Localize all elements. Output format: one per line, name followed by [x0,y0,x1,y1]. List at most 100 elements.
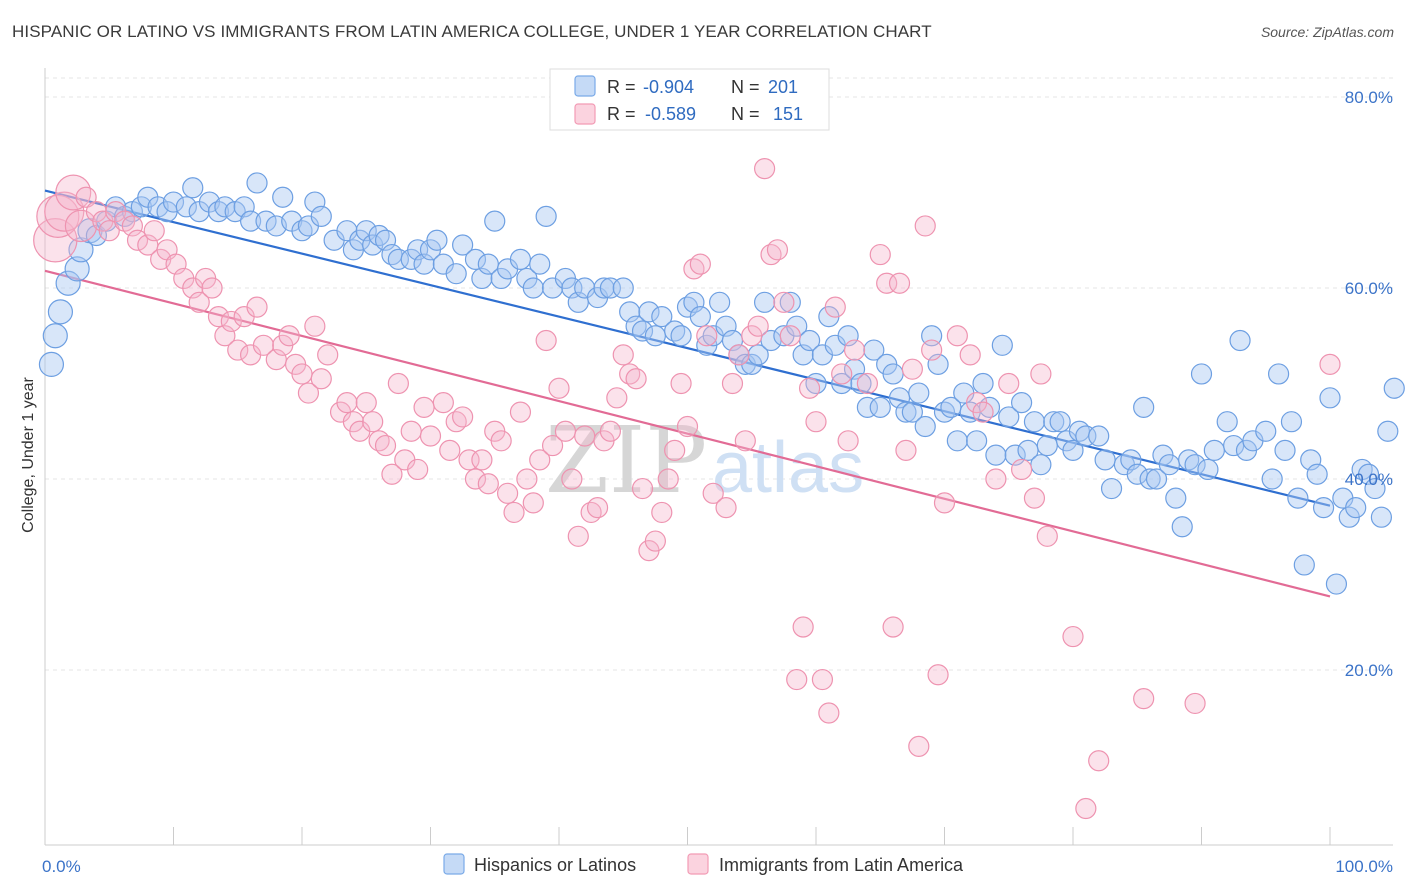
point-immigrant [644,530,666,552]
point-immigrant [98,220,120,242]
point-immigrant [831,363,853,385]
point-hispanic [1306,463,1328,485]
point-immigrant [490,430,512,452]
point-hispanic [869,396,891,418]
point-immigrant [317,344,339,366]
legend-top: R = -0.904 N = 201 R = -0.589 N = 151 [549,68,830,131]
point-hispanic [1274,439,1296,461]
point-immigrant [908,735,930,758]
point-hispanic [55,270,81,296]
point-hispanic [612,277,634,299]
point-immigrant [792,616,814,638]
point-immigrant [734,430,756,452]
point-hispanic [991,334,1013,356]
point-hispanic [64,256,90,282]
point-immigrant [773,291,795,313]
point-hispanic [240,210,262,232]
point-immigrant [419,425,442,447]
point-hispanic [901,401,923,423]
legend-top-box [549,68,830,131]
point-hispanic [998,406,1020,428]
point-immigrant [464,468,487,490]
point-hispanic [522,277,544,299]
point-immigrant [689,253,711,275]
point-immigrant [933,492,956,514]
data-points [33,158,1405,820]
point-immigrant [670,372,692,395]
point-hispanic [638,301,660,323]
point-hispanic [1267,363,1290,385]
watermark-zip: ZIP [545,407,707,514]
trend-line-hispanic [44,189,1331,507]
point-immigrant [786,668,808,691]
point-hispanic [1190,363,1213,385]
point-hispanic [670,325,692,347]
point-immigrant [972,401,994,423]
point-immigrant [1036,525,1058,547]
point-hispanic [850,372,872,395]
watermark-atlas: atlas [712,428,864,508]
point-immigrant [869,243,891,266]
point-hispanic [529,253,551,275]
point-immigrant [471,449,493,471]
point-hispanic [1023,411,1046,433]
source-label: Source: ZipAtlas.com [1260,24,1394,40]
legend-swatch-pink [574,103,596,125]
point-immigrant [374,434,397,457]
point-immigrant [201,277,223,299]
point-hispanic [1370,506,1393,528]
point-immigrant [876,272,898,294]
trend-lines [44,189,1331,598]
point-hispanic [1010,392,1033,414]
y-tick-label: 80.0% [1345,88,1393,107]
point-immigrant [535,329,557,352]
point-immigrant [121,215,143,237]
point-hispanic [509,248,532,270]
point-immigrant [554,420,577,442]
point-hispanic [1325,573,1348,595]
point-hispanic [162,191,185,213]
point-hispanic [1184,454,1206,476]
point-immigrant [998,372,1020,395]
point-immigrant [606,387,628,409]
legend-r-label-2: R = [607,104,636,124]
point-immigrant [567,525,589,547]
point-immigrant [1062,625,1084,648]
point-immigrant [901,358,923,380]
y-tick-labels: 20.0% 40.0% 60.0% 80.0% [1345,88,1393,680]
point-hispanic [445,263,467,285]
point-hispanic [175,196,197,218]
point-hispanic [1100,477,1123,500]
y-tick-label: 60.0% [1345,279,1393,298]
point-immigrant [779,325,801,347]
point-immigrant [702,482,724,504]
point-hispanic [1139,468,1161,490]
point-immigrant [452,406,474,428]
legend-bottom: Hispanics or Latinos Immigrants from Lat… [443,853,964,875]
point-hispanic [1165,487,1187,509]
point-hispanic [1030,454,1052,476]
point-immigrant [599,420,622,442]
point-immigrant [561,468,583,490]
point-immigrant [1088,750,1110,772]
point-immigrant [497,482,519,504]
point-hispanic [38,351,65,377]
point-immigrant [753,158,776,180]
point-hispanic [1145,468,1168,490]
point-immigrant [477,473,499,495]
point-immigrant [297,382,320,404]
point-hispanic [908,382,930,404]
point-immigrant [188,291,210,313]
x-tick-label-min: 0.0% [42,857,81,876]
point-immigrant [387,372,409,395]
point-hispanic [1075,425,1097,447]
point-immigrant [927,664,949,686]
point-immigrant [220,310,242,333]
point-hispanic [689,306,711,328]
point-hispanic [464,248,487,270]
point-immigrant [439,439,461,461]
point-immigrant [400,420,422,442]
point-immigrant [75,186,97,208]
point-immigrant [914,215,936,237]
point-immigrant [1010,458,1033,481]
